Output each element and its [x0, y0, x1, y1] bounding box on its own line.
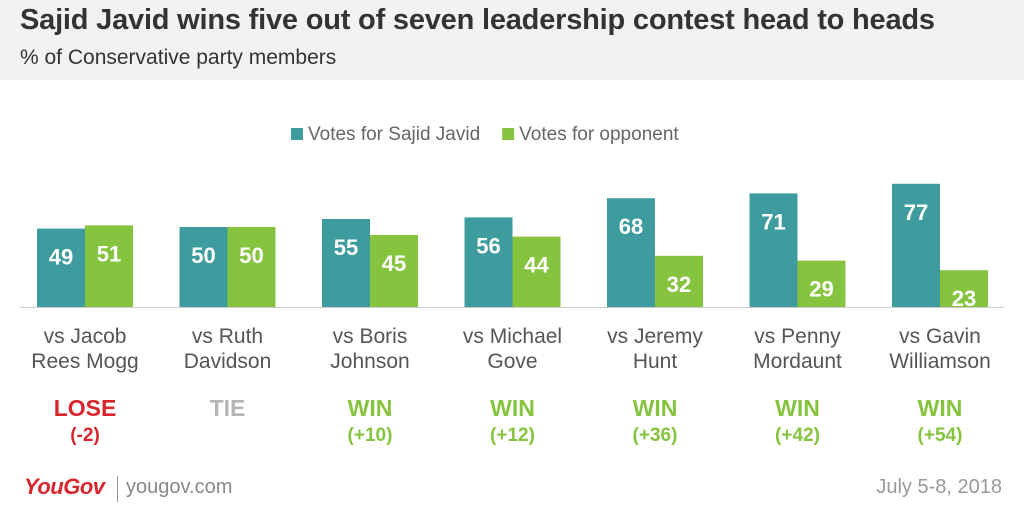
header-band: Sajid Javid wins five out of seven leade…	[0, 0, 1024, 80]
legend-label-2: Votes for opponent	[519, 124, 679, 145]
outcome-margin-1: (-2)	[70, 425, 100, 446]
bar-1-7	[892, 183, 940, 307]
legend-swatch-2	[502, 128, 515, 140]
category-label-1-2: Rees Mogg	[31, 350, 138, 373]
bar-1-1	[37, 228, 85, 307]
bar-2-3	[370, 235, 418, 307]
chart-title: Sajid Javid wins five out of seven leade…	[20, 4, 935, 36]
data-label-1-1: 49	[49, 245, 73, 270]
category-label-4-2: Gove	[487, 350, 537, 373]
outcome-margin-7: (+54)	[918, 425, 963, 446]
category-label-7-2: Williamson	[889, 350, 991, 373]
outcome-result-4: WIN	[490, 395, 535, 421]
bar-2-2	[227, 227, 276, 307]
data-label-1-4: 56	[476, 233, 500, 258]
category-label-5-2: Hunt	[633, 350, 678, 373]
data-label-1-3: 55	[334, 235, 358, 260]
category-label-6-1: vs Penny	[754, 325, 841, 348]
data-label-2-3: 45	[382, 251, 406, 276]
footer-url: yougov.com	[126, 476, 233, 498]
bar-2-7	[940, 270, 988, 307]
bar-2-1	[85, 225, 133, 307]
footer-divider	[117, 476, 118, 502]
data-label-2-1: 51	[97, 241, 121, 266]
data-label-1-5: 68	[619, 214, 643, 239]
legend-swatch-1	[291, 128, 303, 140]
outcome-margin-5: (+36)	[633, 425, 678, 446]
data-label-2-2: 50	[239, 243, 263, 268]
outcome-margin-6: (+42)	[775, 425, 820, 446]
data-label-1-7: 77	[904, 200, 928, 225]
data-label-1-6: 71	[761, 209, 785, 234]
survey-date: July 5-8, 2018	[876, 476, 1002, 498]
category-label-6-2: Mordaunt	[753, 350, 842, 373]
data-label-2-6: 29	[809, 277, 833, 302]
bar-1-3	[322, 219, 370, 307]
category-label-2-2: Davidson	[184, 350, 272, 373]
bar-2-6	[797, 260, 846, 307]
category-label-4-1: vs Michael	[463, 325, 562, 348]
outcome-result-1: LOSE	[54, 395, 117, 421]
chart-subtitle: % of Conservative party members	[20, 46, 337, 69]
data-label-1-2: 50	[191, 243, 215, 268]
bar-chart: Votes for Sajid Javid Votes for opponent 4…	[20, 124, 1004, 446]
outcome-result-7: WIN	[918, 395, 963, 421]
category-label-3-2: Johnson	[330, 350, 409, 373]
bar-1-6	[749, 193, 798, 307]
bar-2-4	[512, 236, 561, 307]
outcome-margin-3: (+10)	[348, 425, 393, 446]
outcome-margin-4: (+12)	[490, 425, 535, 446]
category-label-3-1: vs Boris	[333, 325, 408, 348]
outcome-result-5: WIN	[633, 395, 678, 421]
bar-1-2	[179, 227, 228, 307]
category-label-5-1: vs Jeremy	[607, 325, 703, 348]
bar-1-5	[607, 198, 655, 307]
data-label-2-5: 32	[667, 272, 691, 297]
outcome-result-6: WIN	[775, 395, 820, 421]
data-label-2-4: 44	[524, 253, 549, 278]
category-label-2-1: vs Ruth	[192, 325, 263, 348]
yougov-logo: YouGov	[24, 474, 105, 499]
outcome-result-2: TIE	[210, 395, 246, 421]
bar-2-5	[655, 255, 703, 307]
category-label-1-1: vs Jacob	[44, 325, 127, 348]
bar-1-4	[464, 217, 513, 307]
category-label-7-1: vs Gavin	[899, 325, 981, 348]
outcome-result-3: WIN	[348, 395, 393, 421]
legend-label-1: Votes for Sajid Javid	[308, 124, 480, 145]
